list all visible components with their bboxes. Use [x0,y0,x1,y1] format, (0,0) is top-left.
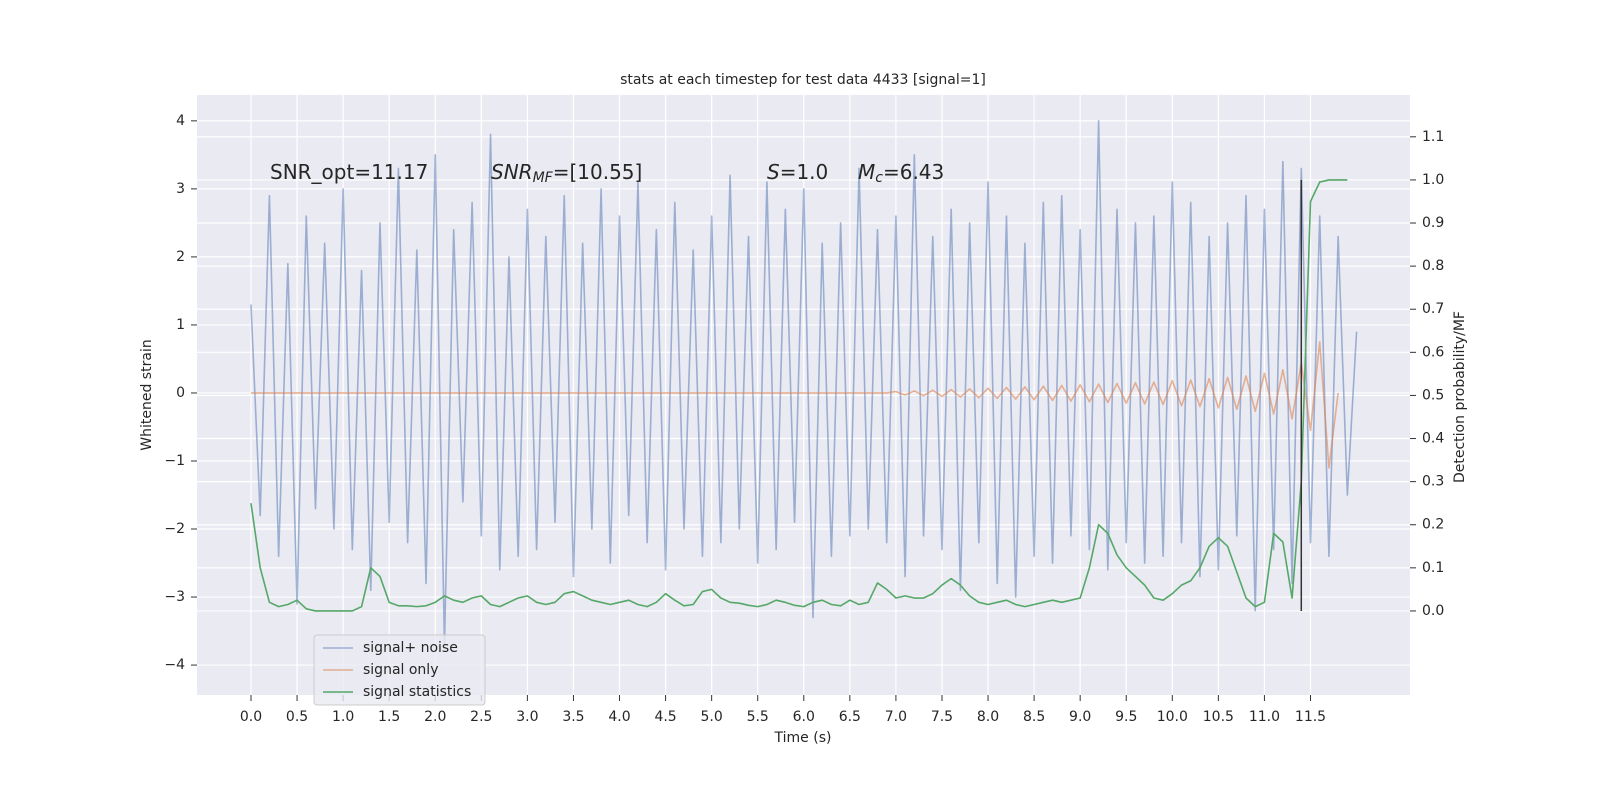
annotation-sub: c [875,170,883,186]
legend-box [313,634,486,706]
x-tick-label: 11.0 [1249,709,1280,725]
x-tick-label: 7.5 [931,709,953,725]
annotation-main: M [858,160,875,184]
series-line [250,341,1339,469]
annotation: SNRMF=[10.55] [491,160,642,187]
series-line [250,120,1358,646]
annotation: Mc=6.43 [858,160,944,187]
annotation-rest: =1.0 [780,160,829,184]
x-tick-label: 4.0 [608,709,630,725]
x-tick-label: 6.0 [793,709,815,725]
annotation-sub: MF [533,170,554,186]
annotation-main: SNR [491,160,533,184]
y2-tick-label: 0.8 [1422,258,1444,274]
y-tick-label: 2 [176,249,185,265]
series-line [250,179,1348,612]
legend-label: signal only [363,662,438,678]
x-tick-label: 0.0 [240,709,262,725]
y-tick-label: −1 [164,453,185,469]
y2-tick-label: 0.7 [1422,301,1444,317]
y2-tick-label: 0.5 [1422,387,1444,403]
x-tick-label: 11.5 [1295,709,1326,725]
y2-tick-label: 1.1 [1422,129,1444,145]
y2-tick-label: 0.2 [1422,517,1444,533]
x-tick-label: 6.5 [839,709,861,725]
x-tick-label: 4.5 [654,709,676,725]
x-tick-label: 9.0 [1069,709,1091,725]
x-tick-label: 8.0 [977,709,999,725]
x-tick-label: 10.5 [1203,709,1234,725]
y2-tick-label: 0.1 [1422,560,1444,576]
x-tick-label: 9.5 [1115,709,1137,725]
x-tick-label: 5.0 [701,709,723,725]
x-tick-label: 2.0 [424,709,446,725]
x-tick-label: 5.5 [747,709,769,725]
y-tick-label: 0 [176,385,185,401]
x-tick-label: 8.5 [1023,709,1045,725]
x-tick-label: 1.5 [378,709,400,725]
y2-axis-label: Detection probability/MF [1452,311,1468,483]
x-tick-label: 3.0 [516,709,538,725]
x-tick-label: 7.0 [885,709,907,725]
y-tick-label: −4 [164,657,185,673]
y2-tick-label: 0.9 [1422,215,1444,231]
x-tick-label: 3.5 [562,709,584,725]
x-tick-label: 1.0 [332,709,354,725]
y-tick-label: 4 [176,113,185,129]
annotation-main: S [767,160,780,184]
y-tick-label: 1 [176,317,185,333]
annotation-rest: =[10.55] [553,160,643,184]
y2-tick-label: 0.0 [1422,603,1444,619]
annotation: SNR_opt=11.17 [270,160,428,184]
y2-tick-label: 1.0 [1422,172,1444,188]
y2-tick-label: 0.6 [1422,344,1444,360]
y-tick-label: −2 [164,521,185,537]
y-tick-label: −3 [164,589,185,605]
y2-tick-label: 0.3 [1422,474,1444,490]
annotation-main: SNR_opt=11.17 [270,160,428,184]
chart-title: stats at each timestep for test data 443… [620,72,986,88]
legend-label: signal statistics [363,684,471,700]
annotation-rest: =6.43 [883,160,944,184]
y-tick-label: 3 [176,181,185,197]
x-axis-label: Time (s) [774,730,832,746]
y2-tick-label: 0.4 [1422,431,1444,447]
x-tick-label: 0.5 [286,709,308,725]
x-tick-label: 2.5 [470,709,492,725]
y-axis-label: Whitened strain [139,339,155,450]
annotation: S=1.0 [767,160,828,184]
x-tick-label: 10.0 [1157,709,1188,725]
legend-label: signal+ noise [363,640,458,656]
